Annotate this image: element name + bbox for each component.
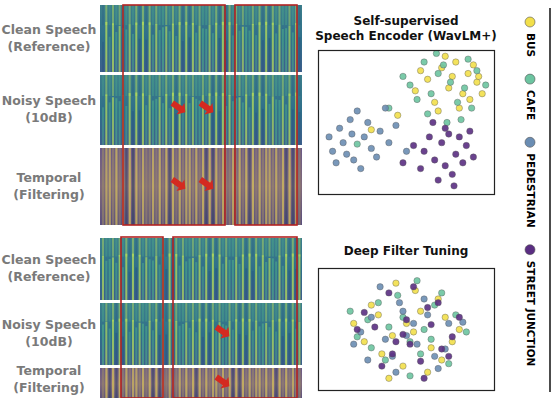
html-text:(Reference): (Reference) [7,38,91,54]
html-text:Clean Speech: Clean Speech [1,21,97,37]
html-text:Noisy Speech: Noisy Speech [1,317,97,332]
svg-text:PEDESTRIAN: PEDESTRIAN [525,153,537,227]
html-text:(Filtering): (Filtering) [13,186,85,202]
svg-text:CAFE: CAFE [525,90,537,120]
html-text:(10dB): (10dB) [25,110,73,125]
html-text:(Reference): (Reference) [7,269,91,284]
svg-text:STREET JUNCTION: STREET JUNCTION [525,261,537,367]
html-text:(10dB): (10dB) [25,334,73,349]
svg-text:BUS: BUS [525,33,537,57]
html-text:Self-supervised Speech Encoder: Self-supervised Speech Encoder (WavLM+) [315,14,497,43]
html-text:Noisy Speech: Noisy Speech [1,93,97,108]
html-text:Temporal: Temporal [16,169,82,185]
html-text:Deep Filter Tuning: Deep Filter Tuning [343,244,469,258]
html-text:Temporal: Temporal [16,363,82,378]
html-text:Clean Speech: Clean Speech [1,252,97,267]
html-text:(Filtering): (Filtering) [13,380,85,395]
